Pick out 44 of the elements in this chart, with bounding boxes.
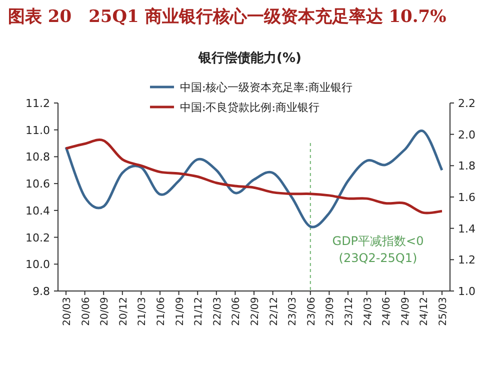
x-tick-label: 23/06 (306, 297, 318, 326)
y2-tick-label: 1.6 (458, 191, 476, 204)
x-tick-label: 20/09 (100, 297, 111, 326)
y2-tick-label: 1.2 (458, 254, 476, 267)
y-tick-label: 10.4 (26, 204, 50, 218)
y-tick-label: 10.0 (26, 258, 50, 272)
x-tick-label: 20/12 (118, 297, 130, 326)
x-tick-label: 23/03 (288, 297, 299, 326)
annotation: GDP平减指数<0 (332, 234, 424, 248)
x-tick-label: 24/12 (419, 297, 430, 326)
x-tick-label: 22/09 (250, 297, 261, 326)
x-tick-label: 20/06 (80, 297, 92, 326)
x-tick-label: 21/06 (156, 297, 167, 326)
x-tick-label: 23/12 (344, 297, 355, 326)
y2-tick-label: 2.0 (458, 128, 476, 142)
y-tick-label: 11.0 (26, 124, 50, 137)
x-tick-label: 25/03 (438, 297, 449, 326)
y-tick-label: 9.8 (32, 285, 50, 298)
x-tick-label: 22/03 (212, 297, 224, 326)
x-tick-label: 21/09 (174, 297, 186, 326)
y-tick-label: 10.6 (26, 178, 50, 191)
x-tick-label: 24/09 (400, 297, 412, 326)
line-series (64, 130, 444, 228)
x-tick-label: 24/03 (362, 297, 374, 326)
x-tick-label: 23/09 (325, 297, 336, 326)
y-tick-label: 10.2 (26, 231, 50, 244)
y-tick-label: 11.2 (26, 97, 50, 110)
legend-label: 中国:核心一级资本充足率:商业银行 (180, 81, 352, 94)
y2-tick-label: 1.8 (458, 160, 476, 173)
x-tick-label: 21/12 (194, 297, 205, 326)
chart-subtitle: 银行偿债能力(%) (198, 50, 302, 66)
x-tick-label: 21/03 (137, 297, 148, 326)
y2-tick-label: 2.2 (458, 97, 476, 110)
chart-title: 图表 20 25Q1 商业银行核心一级资本充足率达 10.7% (8, 7, 446, 27)
y2-tick-label: 1.0 (458, 285, 476, 298)
y-tick-label: 10.8 (26, 150, 50, 164)
x-tick-label: 24/06 (382, 297, 393, 326)
line-series (64, 138, 444, 214)
y2-tick-label: 1.4 (458, 222, 476, 236)
x-tick-label: 22/12 (268, 297, 280, 326)
x-tick-label: 20/03 (62, 297, 73, 326)
x-tick-label: 22/06 (231, 297, 242, 326)
legend-label: 中国:不良贷款比例:商业银行 (180, 101, 320, 114)
annotation: (23Q2-25Q1) (338, 251, 418, 265)
